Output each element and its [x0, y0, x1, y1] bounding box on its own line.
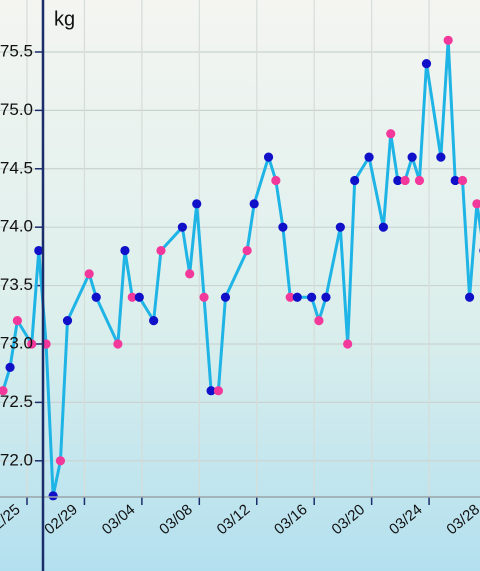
data-point [343, 339, 353, 349]
data-point [450, 175, 460, 186]
data-point [436, 152, 446, 162]
data-point [386, 129, 396, 139]
data-point [457, 175, 468, 186]
data-point [34, 245, 44, 256]
grid [0, 0, 480, 505]
line-segment [417, 62, 428, 182]
data-point [335, 222, 345, 232]
line-segment [381, 132, 393, 229]
line-segment [195, 202, 206, 299]
line-segment [338, 225, 350, 346]
data-point [443, 35, 453, 45]
line-segment [367, 155, 385, 229]
line-segment [468, 202, 479, 299]
y-tick-label: 73.5 [0, 275, 33, 294]
data-point [185, 269, 195, 279]
data-point [242, 245, 252, 256]
data-point [263, 152, 274, 162]
y-tick-label: 75.0 [0, 100, 33, 119]
data-point [271, 175, 281, 186]
line-segment [446, 38, 457, 182]
data-point [199, 292, 209, 302]
data-point [27, 339, 37, 349]
y-tick-label: 73.0 [0, 333, 33, 352]
data-point [213, 386, 224, 396]
data-point [400, 175, 410, 186]
data-point [192, 199, 202, 209]
data-point [249, 199, 259, 209]
y-tick-label: 72.0 [0, 450, 33, 469]
line-segment [202, 295, 213, 393]
line-segment [223, 249, 249, 299]
line-segment [116, 249, 127, 346]
data-point [120, 245, 130, 256]
data-point [177, 222, 187, 232]
data-point [12, 316, 22, 326]
plot [0, 35, 480, 501]
data-point [127, 292, 137, 302]
data-point [407, 152, 417, 162]
y-axis-unit: kg [54, 8, 75, 30]
line-segment [180, 225, 192, 276]
line-segment [281, 225, 292, 299]
data-point [321, 292, 331, 302]
line-segment [123, 249, 134, 299]
line-segment [245, 202, 256, 253]
data-point [414, 175, 425, 186]
data-point [156, 245, 166, 256]
data-point [62, 316, 73, 326]
data-point [91, 292, 101, 302]
line-segment [8, 319, 19, 369]
line-segment [44, 342, 55, 498]
line-segment [65, 272, 91, 323]
data-point [0, 386, 8, 396]
data-point [464, 292, 475, 302]
data-point [149, 316, 159, 326]
line-segment [58, 319, 69, 463]
line-segment [424, 62, 443, 159]
line-segment [216, 295, 227, 393]
line-segment [324, 225, 342, 299]
line-segment [51, 459, 62, 498]
data-point [378, 222, 389, 232]
data-point [134, 292, 144, 302]
line-segment [188, 202, 199, 276]
data-point [314, 316, 324, 326]
y-tick-label: 74.0 [0, 217, 33, 236]
data-point [285, 292, 295, 302]
line-segment [159, 225, 184, 253]
line-segment [475, 202, 480, 235]
line-segment [439, 38, 450, 159]
data-point [48, 491, 58, 501]
data-point [421, 59, 432, 69]
line-segment [274, 178, 285, 229]
data-point [84, 269, 94, 279]
data-point [5, 362, 15, 372]
data-point [278, 222, 288, 232]
line-segment [94, 295, 120, 346]
data-point [472, 199, 480, 209]
data-point [55, 456, 66, 466]
line-segment [461, 178, 472, 299]
data-point [393, 175, 403, 186]
line-segment [252, 155, 271, 206]
data-point [350, 175, 360, 186]
data-point [113, 339, 123, 349]
data-point [220, 292, 231, 302]
data-point [307, 292, 317, 302]
y-tick-label: 74.5 [0, 158, 33, 177]
data-point [206, 386, 216, 396]
data-point [292, 292, 302, 302]
line-segment [346, 178, 357, 346]
data-point [364, 152, 374, 162]
line-segment [389, 132, 400, 182]
y-tick-label: 72.5 [0, 392, 33, 411]
line-segment [152, 249, 163, 323]
y-tick-label: 75.5 [0, 41, 33, 60]
line-segment [30, 249, 41, 346]
